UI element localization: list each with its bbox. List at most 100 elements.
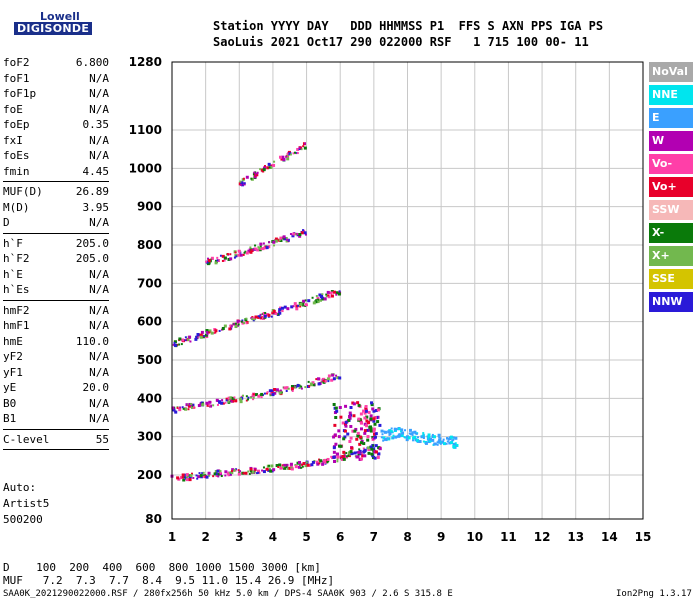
echo-point: [358, 442, 362, 446]
param-separator: [3, 299, 109, 301]
echo-point: [272, 468, 276, 472]
param-separator: [3, 428, 109, 430]
echo-point: [304, 386, 307, 389]
echo-point: [278, 311, 282, 315]
echo-point: [224, 474, 227, 477]
echo-point: [382, 436, 386, 440]
echo-point: [220, 401, 224, 405]
echo-point: [335, 409, 339, 413]
echo-point: [297, 304, 300, 307]
echo-point: [327, 295, 331, 299]
echo-point: [332, 290, 336, 294]
echo-point: [235, 468, 238, 471]
param-value: N/A: [89, 303, 109, 317]
echo-point: [218, 400, 222, 404]
echo-point: [334, 442, 338, 446]
echo-point: [237, 253, 241, 257]
echo-point: [357, 450, 361, 454]
echo-point: [241, 321, 245, 325]
echo-point: [348, 451, 351, 454]
echo-point: [382, 439, 385, 442]
echo-point: [398, 433, 402, 437]
y-tick-label: 400: [137, 391, 162, 405]
echo-point: [292, 232, 296, 236]
echo-point: [197, 404, 201, 408]
echo-point: [358, 448, 361, 451]
echo-point: [336, 376, 340, 380]
echo-point: [452, 436, 455, 439]
echo-point: [341, 421, 345, 425]
echo-point: [270, 464, 274, 468]
echo-point: [253, 175, 257, 179]
echo-point: [345, 455, 348, 458]
echo-point: [245, 251, 249, 255]
param-name: B0: [3, 396, 17, 410]
param-name: M(D): [3, 200, 30, 214]
param-value: N/A: [89, 133, 109, 147]
echo-point: [424, 441, 428, 445]
param-row: hmF2 N/A: [3, 303, 109, 319]
echo-point: [286, 157, 290, 161]
param-name: MUF(D): [3, 185, 43, 198]
echo-point: [289, 153, 292, 156]
echo-point: [330, 290, 334, 294]
echo-point: [309, 382, 313, 386]
echo-point: [315, 460, 319, 464]
echo-point: [199, 474, 203, 478]
echo-point: [316, 297, 320, 301]
param-value: N/A: [89, 149, 109, 162]
echo-point: [302, 462, 306, 466]
echo-point: [235, 400, 238, 403]
echo-point: [280, 157, 284, 161]
trace-4: [238, 142, 307, 187]
echo-point: [316, 462, 320, 466]
echo-point: [186, 476, 189, 479]
y-tick-label: 200: [137, 468, 162, 482]
echo-point: [184, 336, 187, 339]
param-value: N/A: [89, 319, 109, 332]
echo-point: [209, 404, 213, 408]
echo-point: [376, 455, 380, 459]
trace-5: [380, 427, 459, 449]
echo-point: [260, 168, 264, 172]
echo-point: [173, 340, 177, 344]
ionogram-chart: 1 2 3 4 5 6 7 8 9 10 11 12 13 14 158020030040050060070…: [129, 55, 652, 544]
echo-point: [307, 299, 311, 303]
param-row: yE 20.0: [3, 380, 109, 396]
echo-point: [202, 475, 205, 478]
x-tick-label: 7: [370, 530, 378, 544]
echo-point: [293, 302, 297, 306]
echo-point: [277, 313, 280, 316]
echo-point: [362, 442, 366, 446]
echo-point: [265, 246, 269, 250]
echo-point: [300, 385, 303, 388]
echo-point: [354, 427, 358, 431]
file-info-footer: SAA0K_2021290022000.RSF / 280fx256h 50 k…: [3, 589, 453, 599]
echo-point: [272, 240, 276, 244]
echo-point: [325, 295, 328, 298]
param-name: foF1: [3, 71, 30, 85]
param-row: foEp 0.35: [3, 117, 109, 133]
echo-point: [300, 387, 303, 390]
echo-point: [176, 476, 180, 480]
echo-point: [210, 256, 214, 260]
echo-point: [227, 396, 231, 400]
echo-point: [377, 452, 381, 456]
echo-point: [342, 450, 346, 454]
echo-point: [370, 401, 374, 405]
echo-point: [258, 246, 262, 250]
param-value: N/A: [89, 102, 109, 116]
echo-point: [350, 452, 354, 456]
echo-point: [298, 234, 302, 238]
echo-point: [448, 441, 452, 445]
parameter-panel: foF2 6.800 foF1 N/A foF1p N/A foE N/A foEp 0.35 fx…: [3, 55, 109, 452]
echo-point: [401, 431, 405, 435]
echo-point: [297, 465, 301, 469]
echo-point: [343, 429, 347, 433]
echo-point: [254, 315, 258, 319]
echo-point: [270, 315, 273, 318]
echo-point: [362, 409, 366, 413]
echo-point: [185, 478, 189, 482]
param-value: 205.0: [75, 252, 109, 265]
echo-point: [440, 440, 444, 444]
